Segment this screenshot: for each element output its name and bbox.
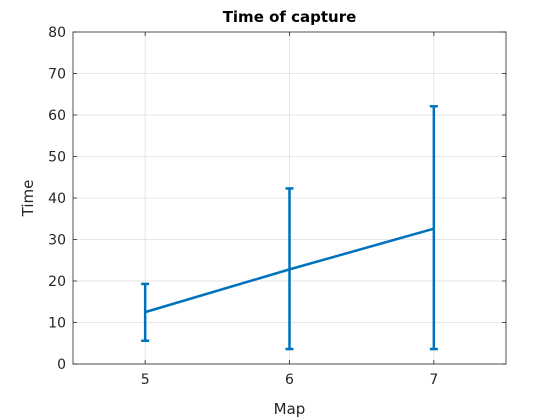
x-tick-label: 7: [429, 372, 438, 388]
y-tick-label: 50: [48, 150, 66, 166]
y-tick-label: 10: [48, 316, 66, 332]
chart-title: Time of capture: [223, 8, 357, 26]
x-tick-label: 6: [285, 372, 294, 388]
x-axis-label: Map: [274, 400, 306, 418]
error-bar: [141, 282, 150, 343]
y-tick-label: 70: [48, 67, 66, 83]
y-tick-label: 0: [57, 357, 66, 373]
series-layer: [141, 105, 438, 351]
y-tick-label: 60: [48, 108, 66, 124]
ticks: 0 10 20 30 40 50 60 70 80 5 6 7: [48, 25, 506, 388]
y-tick-label: 30: [48, 233, 66, 249]
y-tick-label: 80: [48, 25, 66, 41]
y-tick-label: 20: [48, 274, 66, 290]
error-bar: [285, 187, 294, 351]
x-tick-label: 5: [141, 372, 150, 388]
y-axis-label: Time: [19, 180, 37, 218]
error-bar: [429, 105, 438, 351]
y-tick-label: 40: [48, 191, 66, 207]
